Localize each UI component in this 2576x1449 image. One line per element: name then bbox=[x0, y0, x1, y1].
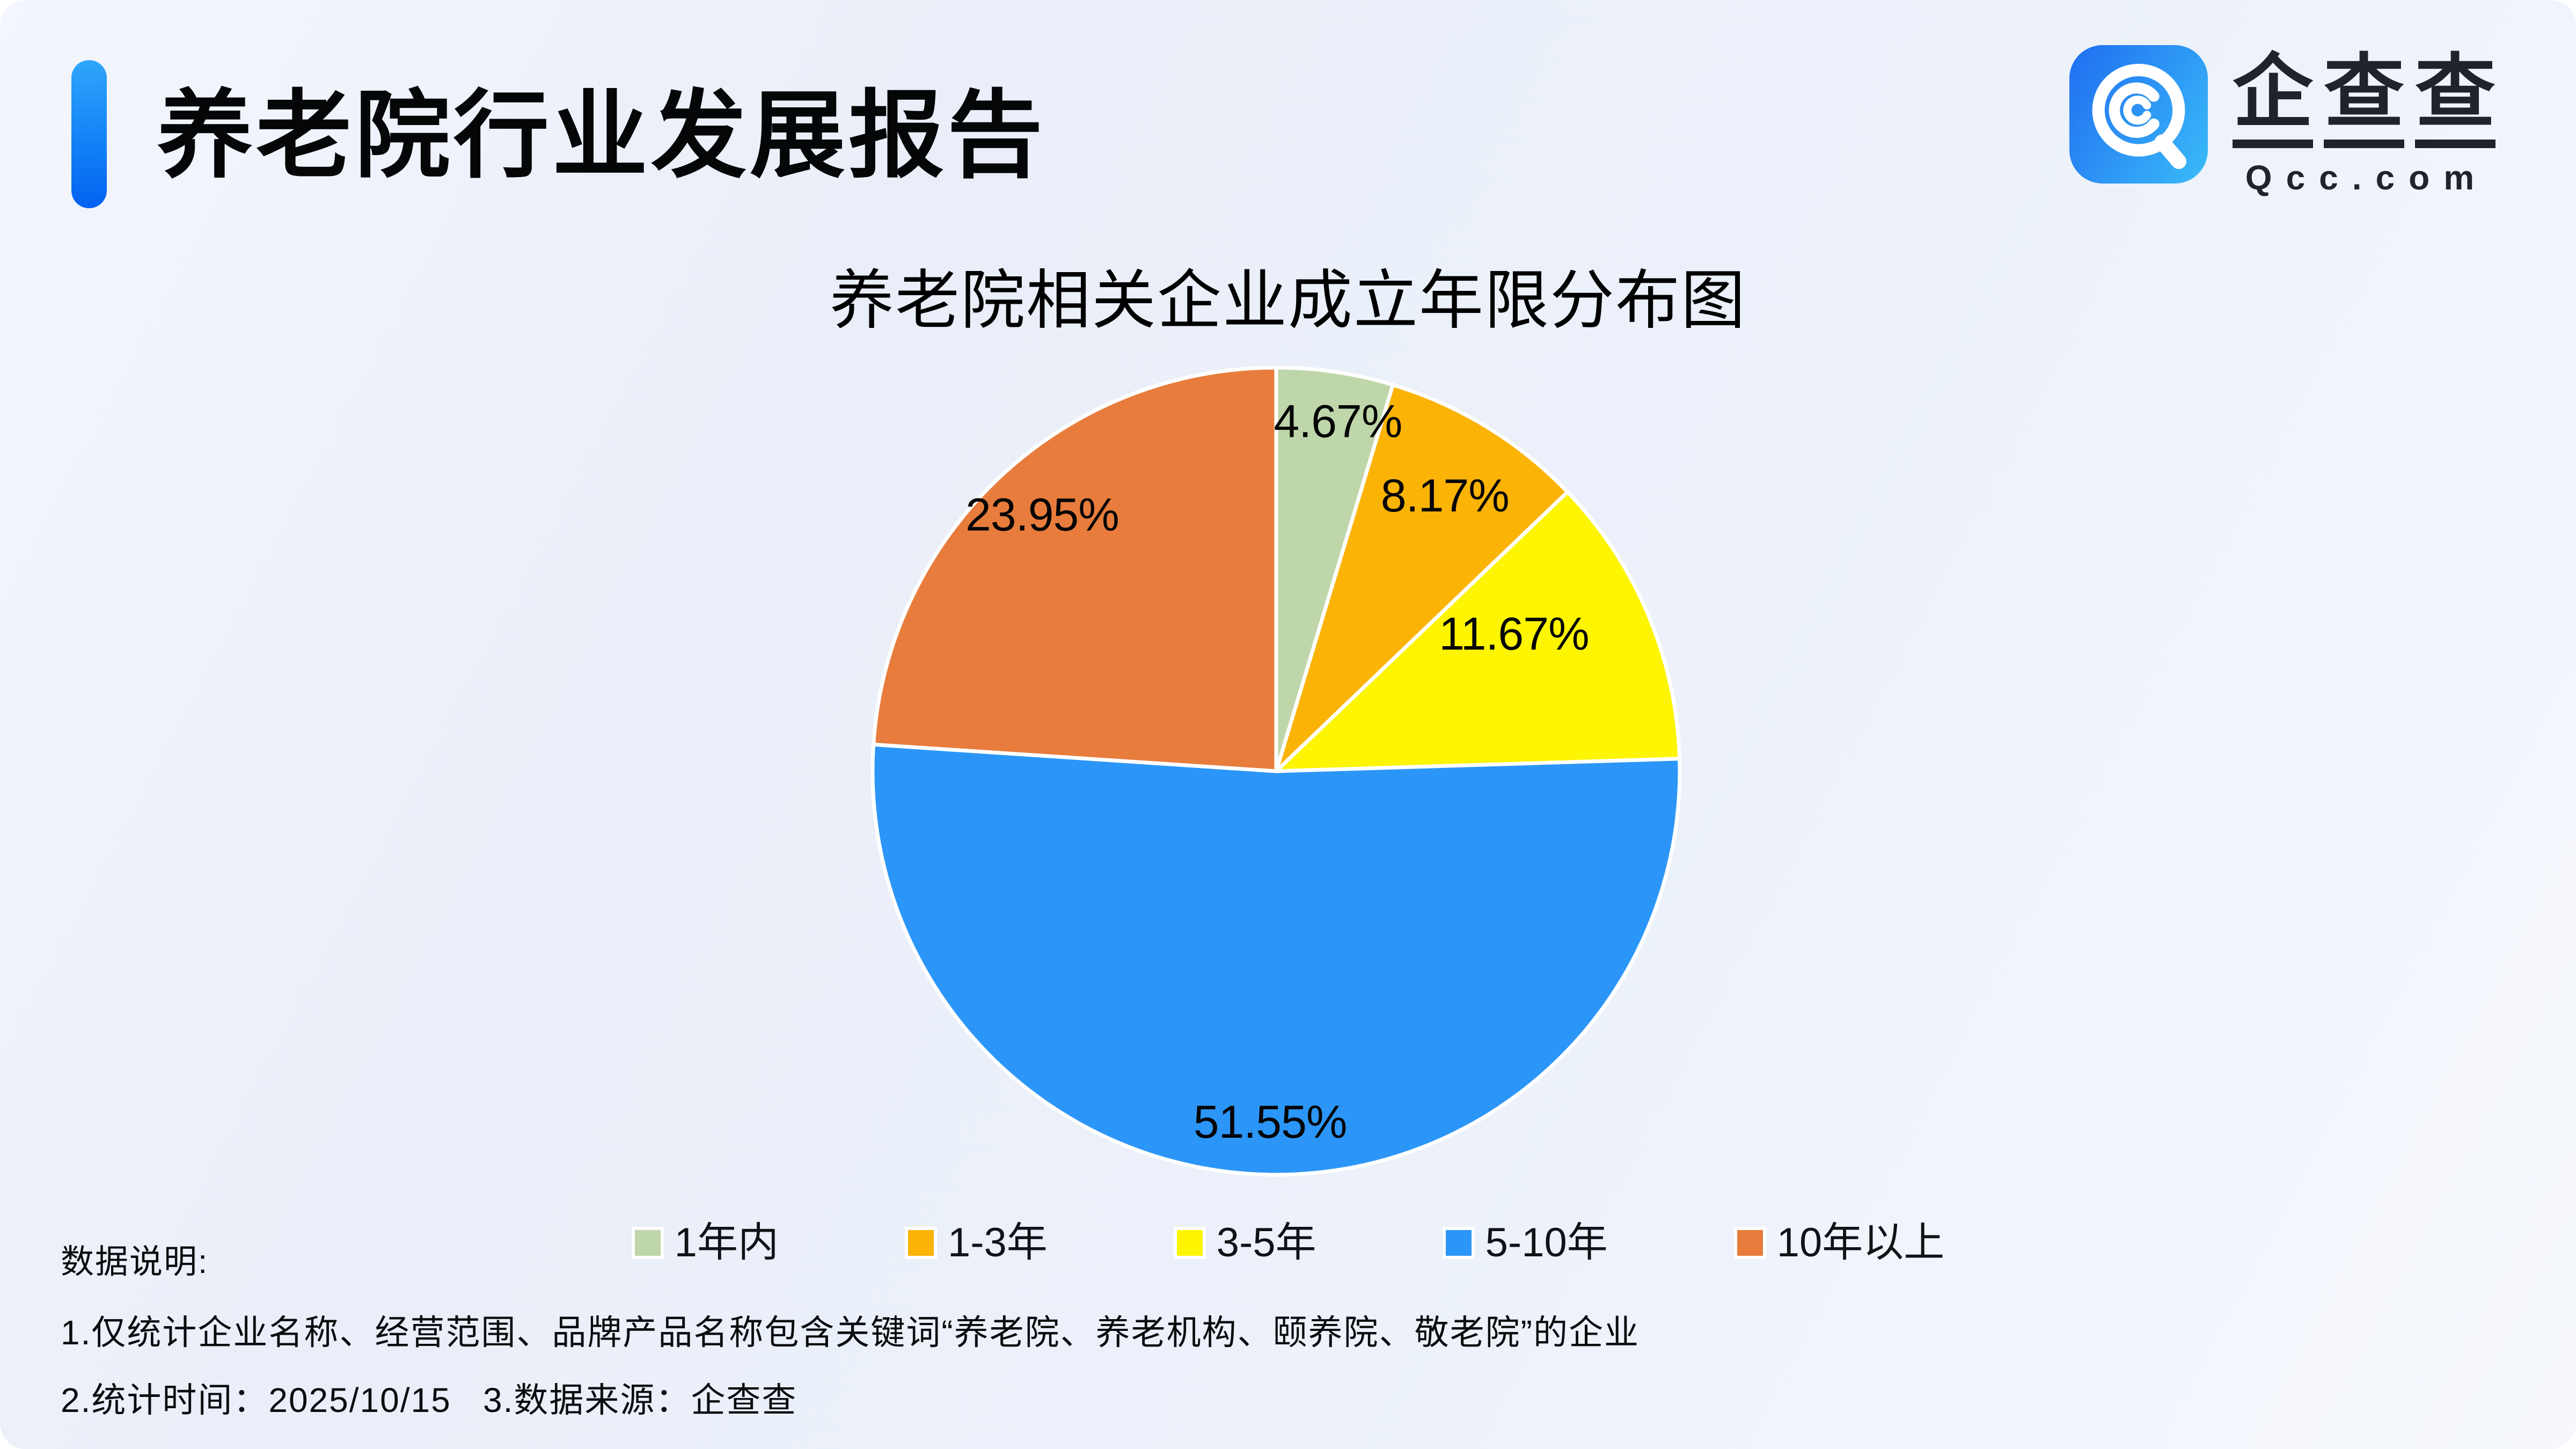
legend-swatch-0 bbox=[631, 1227, 664, 1259]
legend-swatch-4 bbox=[1733, 1227, 1766, 1259]
pie-label-0: 4.67% bbox=[1274, 396, 1402, 447]
legend-label-0: 1年内 bbox=[674, 1220, 779, 1265]
note-line-1: 1.仅统计企业名称、经营范围、品牌产品名称包含关键词“养老院、养老机构、颐养院、… bbox=[61, 1313, 1640, 1352]
pie-slice-3[interactable] bbox=[870, 742, 1682, 1177]
qcc-logo-text: 企 查 查 Qcc.com bbox=[2232, 45, 2496, 197]
legend-swatch-1 bbox=[904, 1227, 937, 1259]
qcc-logo: 企 查 查 Qcc.com bbox=[2069, 45, 2496, 197]
pie-label-1: 8.17% bbox=[1381, 470, 1509, 522]
page-title: 养老院行业发展报告 bbox=[157, 82, 1046, 189]
qcc-logo-icon bbox=[2069, 45, 2208, 184]
pie-label-4: 23.95% bbox=[965, 489, 1119, 540]
legend-item-1[interactable]: 1-3年 bbox=[904, 1220, 1048, 1265]
legend-label-2: 3-5年 bbox=[1216, 1220, 1316, 1265]
qcc-domain: Qcc.com bbox=[2245, 158, 2489, 197]
notes-heading: 数据说明: bbox=[61, 1243, 209, 1280]
legend-item-2[interactable]: 3-5年 bbox=[1173, 1220, 1316, 1265]
brand-char: 企 bbox=[2232, 52, 2313, 148]
legend-swatch-3 bbox=[1442, 1227, 1475, 1259]
pie-slice-2[interactable] bbox=[1274, 490, 1682, 773]
note-line-2: 2.统计时间：2025/10/15 3.数据来源：企查查 bbox=[61, 1381, 797, 1419]
legend-swatch-2 bbox=[1173, 1227, 1206, 1259]
brand-char: 查 bbox=[2323, 52, 2404, 148]
legend-item-4[interactable]: 10年以上 bbox=[1733, 1220, 1945, 1265]
legend-label-1: 1-3年 bbox=[947, 1220, 1048, 1265]
legend-label-4: 10年以上 bbox=[1776, 1220, 1945, 1265]
chart-title: 养老院相关企业成立年限分布图 bbox=[830, 265, 1746, 336]
pie-slice-4[interactable] bbox=[872, 365, 1278, 773]
legend-label-3: 5-10年 bbox=[1485, 1220, 1608, 1265]
title-accent-bar bbox=[71, 60, 107, 208]
pie-slice-1[interactable] bbox=[1274, 383, 1570, 773]
qcc-brand-name: 企 查 查 bbox=[2232, 52, 2496, 148]
chart-legend: 1年内 1-3年 3-5年 5-10年 10年以上 bbox=[0, 1223, 2576, 1263]
brand-char: 查 bbox=[2414, 52, 2496, 148]
pie-label-3: 51.55% bbox=[1194, 1096, 1347, 1148]
legend-item-0[interactable]: 1年内 bbox=[631, 1220, 779, 1265]
legend-item-3[interactable]: 5-10年 bbox=[1442, 1220, 1608, 1265]
pie-label-2: 11.67% bbox=[1439, 608, 1589, 660]
